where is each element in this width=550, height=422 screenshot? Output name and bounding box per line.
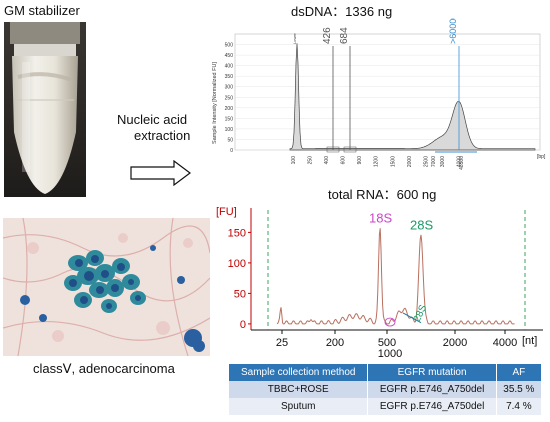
stabilizer-tube-photo	[4, 22, 86, 197]
dna-region-box	[343, 146, 357, 153]
rna-y-tick-label: 100	[228, 258, 246, 270]
rna-trace	[276, 228, 515, 325]
dna-y-tick-label: 400	[225, 64, 234, 70]
dna-trace	[289, 43, 536, 151]
table-row: TBBC+ROSE EGFR p.E746_A750del 35.5 %	[229, 381, 541, 398]
dna-x-tick-label: 4000	[456, 156, 462, 167]
cytology-photo	[3, 218, 210, 356]
dna-y-tick-label: 300	[225, 85, 234, 91]
rna-peak-label-18s: 18S	[369, 210, 392, 225]
rna-18s-region-marker	[384, 317, 396, 327]
dna-y-tick-label: 150	[225, 116, 234, 122]
dna-x-tick-label: 48500	[459, 156, 465, 170]
dna-y-tick-label: 450	[225, 53, 234, 59]
dna-y-tick-label: 0	[230, 148, 233, 154]
table-row: Sputum EGFR p.E746_A750del 7.4 %	[229, 398, 541, 415]
dna-x-tick-label: 2500	[423, 156, 429, 167]
rna-x-tick-label: 2000	[443, 337, 467, 349]
rna-x-tick-label: 500	[378, 337, 396, 349]
row-method: Sputum	[229, 398, 368, 415]
dna-y-tick-label: 50	[227, 137, 233, 143]
dna-marker-label: >60000	[448, 18, 458, 44]
row-af: 35.5 %	[495, 381, 541, 398]
dna-y-tick-label: 350	[225, 74, 234, 80]
dna-x-tick-label: 100	[291, 156, 297, 165]
row-method: TBBC+ROSE	[229, 381, 368, 398]
dna-y-tick-label: 100	[225, 127, 234, 133]
dna-lower-marker-label: Lower	[292, 32, 297, 44]
rna-y-axis-label: [FU]	[216, 206, 237, 218]
dna-y-tick-label: 250	[225, 95, 234, 101]
rna-peak-label-28s: 28S	[410, 217, 433, 232]
dna-x-unit-label: [bp]	[537, 154, 546, 160]
rna-y-tick-label: 0	[240, 319, 246, 331]
dna-x-tick-label: 2000	[407, 156, 413, 167]
rna-chart-title: total RNA：600 ng	[328, 187, 437, 202]
header-collection-method: Sample collection method	[229, 364, 368, 381]
dna-x-tick-label: 250	[308, 156, 314, 165]
dna-region-box	[326, 146, 340, 153]
dna-y-axis-label: Sample Intensity [Normalized FU]	[212, 62, 218, 144]
row-af: 7.4 %	[495, 398, 541, 415]
cytology-label: classⅤ, adenocarcinoma	[33, 361, 175, 376]
dna-x-tick-label: 1200	[374, 156, 380, 167]
dna-x-tick-label: 1500	[390, 156, 396, 167]
extraction-arrow-icon	[130, 160, 191, 186]
dna-x-tick-label: 7000	[431, 156, 437, 167]
mutation-table: Sample collection method EGFR mutation A…	[229, 364, 541, 415]
dna-x-tick-label: 400	[324, 156, 330, 165]
dna-x-tick-label: 900	[357, 156, 363, 165]
dna-plot-area	[234, 33, 541, 151]
rna-x-tick-label: 4000	[493, 337, 517, 349]
header-af: AF	[495, 364, 541, 381]
extraction-label-line1: Nucleic acid	[117, 112, 188, 127]
dna-x-tick-label: 600	[341, 156, 347, 165]
dna-marker-label: 426	[322, 27, 333, 44]
rna-x-tick-label: 1000	[378, 348, 402, 358]
dna-x-tick-label: 3000	[440, 156, 446, 167]
dna-chart-title: dsDNA：1336 ng	[291, 4, 393, 19]
stabilizer-label: GM stabilizer	[4, 3, 80, 18]
rna-x-tick-label: 25	[276, 337, 288, 349]
rna-x-tick-label: 200	[326, 337, 344, 349]
rna-x-axis-label: [nt]	[522, 335, 537, 347]
dna-marker-label: 684	[339, 27, 350, 44]
header-egfr-mutation: EGFR mutation	[367, 364, 497, 381]
table-header-row: Sample collection method EGFR mutation A…	[229, 364, 541, 381]
dna-y-tick-label: 500	[225, 43, 234, 49]
rna-y-tick-label: 50	[234, 288, 246, 300]
row-mutation: EGFR p.E746_A750del	[367, 398, 497, 415]
rna-y-tick-label: 150	[228, 227, 246, 239]
rna-annotation-pointer	[402, 312, 422, 324]
row-mutation: EGFR p.E746_A750del	[367, 381, 497, 398]
rna-peak-label-28s-secondary: 28S	[412, 303, 430, 324]
dna-y-tick-label: 200	[225, 106, 234, 112]
dna-chart: Sample Intensity [Normalized FU] [bp] 0 5…	[212, 18, 546, 170]
extraction-label-line2: extraction	[134, 128, 191, 143]
